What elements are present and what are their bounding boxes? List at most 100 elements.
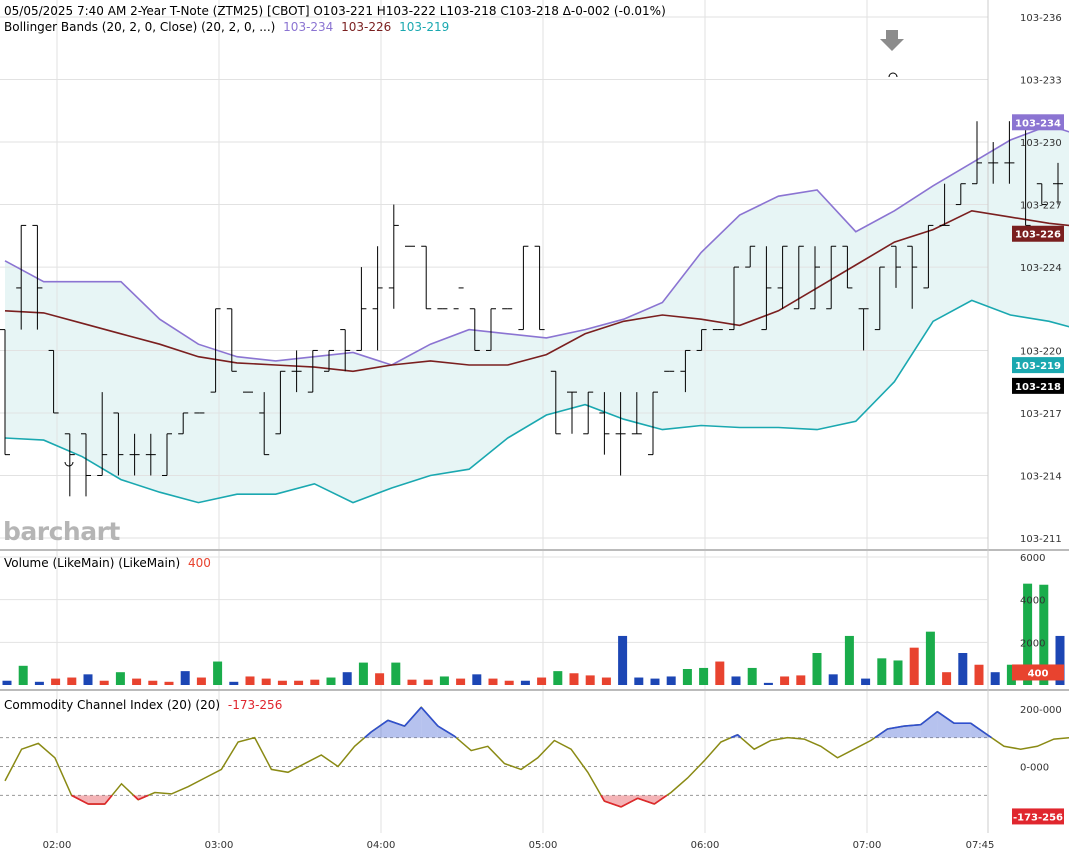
cci-oversold-area-edge: [600, 794, 606, 802]
swing-high-marker: [888, 72, 898, 78]
volume-bar: [553, 671, 563, 685]
cci-overbought-area-edge: [887, 725, 905, 730]
volume-bar: [407, 679, 417, 685]
cci-oversold-area-edge: [620, 797, 639, 808]
last-upper-pill: 103-234: [1012, 114, 1064, 131]
cci-overbought-area-edge: [370, 719, 389, 733]
volume-bar: [812, 653, 822, 685]
volume-bar: [1006, 664, 1016, 685]
bollinger-band-fill: [5, 125, 1069, 503]
ohlc-bar: [210, 308, 221, 393]
last-volume-pill-text: 400: [1028, 668, 1049, 679]
time-tick-label: 07:00: [853, 840, 882, 851]
bollinger-upper-line: [4, 124, 1069, 366]
ohlc-bar: [777, 245, 788, 309]
ohlc-bar: [486, 308, 496, 351]
ohlc-bar: [162, 433, 172, 476]
arrow-down-icon: [880, 30, 904, 51]
cci-legend: Commodity Channel Index (20) (20) -173-2…: [4, 698, 282, 712]
ohlc-bar: [226, 308, 237, 372]
cci-overbought-area-edge: [387, 719, 405, 727]
volume-bar: [537, 677, 547, 685]
time-tick-label: 05:00: [529, 840, 558, 851]
bollinger-legend: Bollinger Bands (20, 2, 0, Close) (20, 2…: [4, 20, 449, 34]
ohlc-bar: [0, 329, 10, 456]
time-tick-label: 04:00: [367, 840, 396, 851]
volume-bar: [585, 675, 595, 685]
last-mid-pill: 103-226: [1012, 225, 1064, 242]
volume-bar: [439, 676, 449, 685]
price-tick-label: 103-230: [1020, 138, 1062, 149]
ohlc-bar: [178, 412, 189, 435]
volume-bar: [115, 672, 125, 685]
volume-label: Volume (LikeMain) (LikeMain): [4, 556, 180, 570]
ohlc-bar: [648, 391, 658, 456]
last-mid-pill-text: 103-226: [1015, 230, 1061, 241]
volume-legend-value: 400: [188, 556, 211, 570]
volume-bar: [326, 677, 336, 685]
ohlc-bar: [615, 392, 626, 476]
volume-bar: [164, 681, 174, 685]
ohlc-bar: [972, 121, 982, 185]
volume-bar: [34, 681, 44, 685]
cci-overbought-area: [421, 707, 438, 738]
last-lower-pill-text: 103-219: [1015, 361, 1061, 372]
price-tick-label: 103-224: [1020, 263, 1062, 274]
cci-tick-label: 0-000: [1020, 763, 1049, 774]
bollinger-mid-value: 103-226: [341, 20, 391, 34]
last-cci-pill: -173-256: [1012, 808, 1064, 825]
volume-bar: [456, 678, 466, 685]
ohlc-bar: [874, 266, 885, 331]
volume-bar: [699, 667, 709, 685]
cci-overbought-area: [904, 724, 921, 738]
barchart-watermark: barchart: [3, 517, 120, 546]
cci-overbought-area-edge: [404, 706, 422, 727]
ohlc-bar: [696, 329, 707, 351]
cci-overbought-area-edge: [874, 728, 888, 739]
ohlc-bar: [307, 349, 318, 393]
volume-bar: [132, 678, 142, 685]
cci-oversold-area-edge: [133, 794, 139, 801]
cci-overbought-area: [937, 711, 955, 738]
cci-line: [4, 706, 1069, 808]
volume-bar: [893, 660, 903, 685]
volume-bar: [990, 672, 1000, 685]
volume-bar: [909, 647, 919, 685]
volume-bar: [1023, 583, 1033, 685]
volume-bar: [796, 675, 806, 685]
ohlc-bar: [1036, 183, 1047, 206]
volume-bar: [715, 661, 725, 685]
volume-bar: [229, 681, 239, 685]
ohlc-bar: [810, 246, 820, 310]
ohlc-bar: [113, 412, 124, 476]
volume-bar: [310, 679, 320, 685]
time-tick-label: 03:00: [205, 840, 234, 851]
volume-bar: [51, 678, 61, 685]
volume-bar: [520, 680, 530, 685]
ohlc-bar: [891, 245, 901, 288]
volume-bar: [731, 676, 741, 685]
ohlc-bar: [372, 246, 383, 351]
cci-overbought-area-edge: [904, 723, 921, 727]
cci-oversold-area: [88, 795, 105, 805]
ohlc-bar: [599, 392, 610, 455]
cci-oversold-area-edge: [637, 797, 655, 805]
price-tick-label: 103-211: [1020, 534, 1062, 545]
ohlc-bar: [356, 267, 367, 351]
ohlc-bar: [583, 391, 594, 435]
ohlc-bar: [518, 245, 529, 331]
volume-legend: Volume (LikeMain) (LikeMain) 400: [4, 556, 211, 570]
ohlc-bar: [145, 433, 156, 476]
volume-bar: [180, 671, 190, 685]
volume-bar: [83, 674, 93, 685]
last-volume-pill: 400: [1012, 664, 1064, 681]
ohlc-bar: [567, 391, 577, 434]
last-cci-pill-text: -173-256: [1013, 812, 1063, 823]
cci-oversold-area-edge: [137, 794, 149, 801]
cci-overbought-area-edge: [936, 711, 955, 724]
ohlc-bar: [729, 266, 739, 331]
price-tick-label: 103-217: [1020, 409, 1062, 420]
volume-bar: [277, 680, 287, 685]
ohlc-bar: [388, 204, 399, 309]
